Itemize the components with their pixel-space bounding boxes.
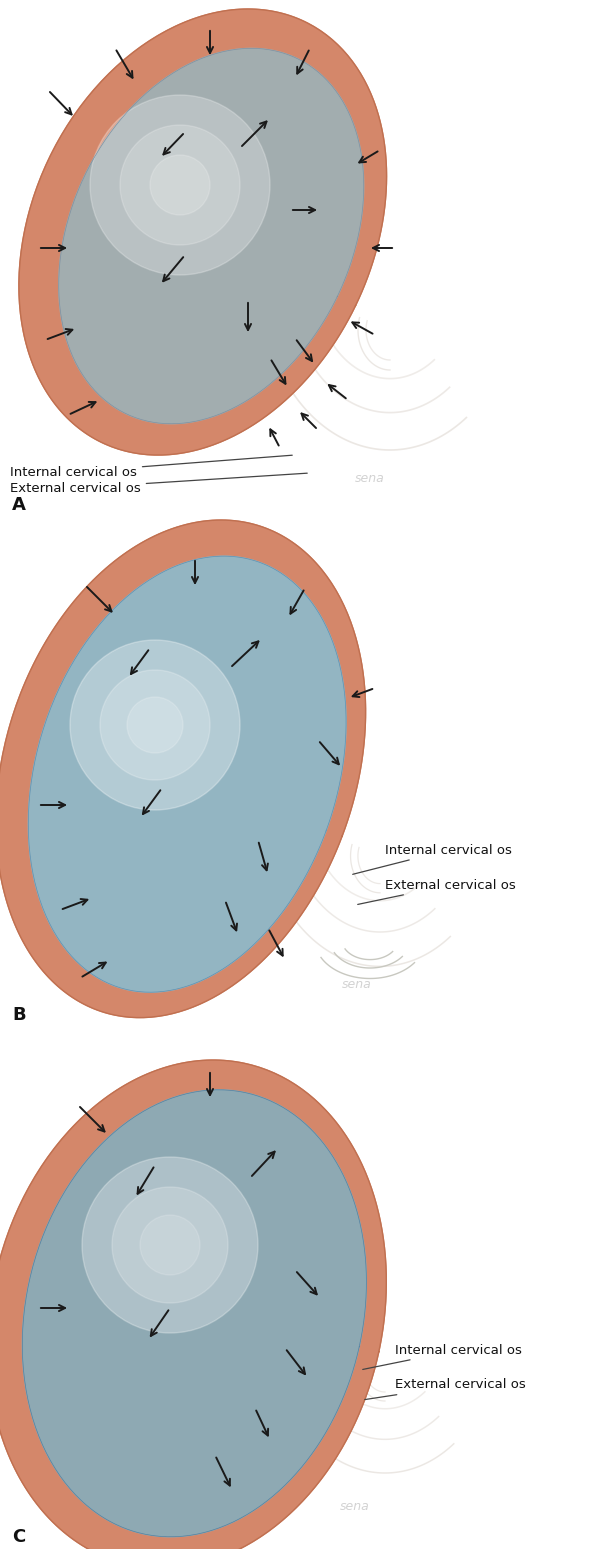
Text: External cervical os: External cervical os	[358, 878, 516, 905]
Polygon shape	[19, 9, 386, 455]
Text: sena: sena	[355, 472, 385, 485]
Circle shape	[100, 671, 210, 781]
Text: sena: sena	[342, 977, 372, 991]
Polygon shape	[22, 1090, 367, 1537]
Text: B: B	[12, 1005, 26, 1024]
Circle shape	[120, 125, 240, 245]
Text: External cervical os: External cervical os	[365, 1379, 526, 1400]
Text: Internal cervical os: Internal cervical os	[363, 1343, 522, 1369]
Polygon shape	[0, 1060, 386, 1549]
Polygon shape	[59, 48, 364, 424]
Text: C: C	[12, 1527, 25, 1546]
Text: Internal cervical os: Internal cervical os	[353, 844, 512, 874]
Polygon shape	[28, 556, 346, 993]
Circle shape	[82, 1157, 258, 1334]
Circle shape	[150, 155, 210, 215]
Circle shape	[70, 640, 240, 810]
Text: Internal cervical os: Internal cervical os	[10, 455, 292, 479]
Circle shape	[112, 1187, 228, 1303]
Circle shape	[140, 1214, 200, 1275]
Polygon shape	[0, 520, 365, 1018]
Text: External cervical os: External cervical os	[10, 472, 307, 494]
Circle shape	[127, 697, 183, 753]
Text: sena: sena	[340, 1499, 370, 1513]
Circle shape	[90, 94, 270, 276]
Text: A: A	[12, 496, 26, 514]
